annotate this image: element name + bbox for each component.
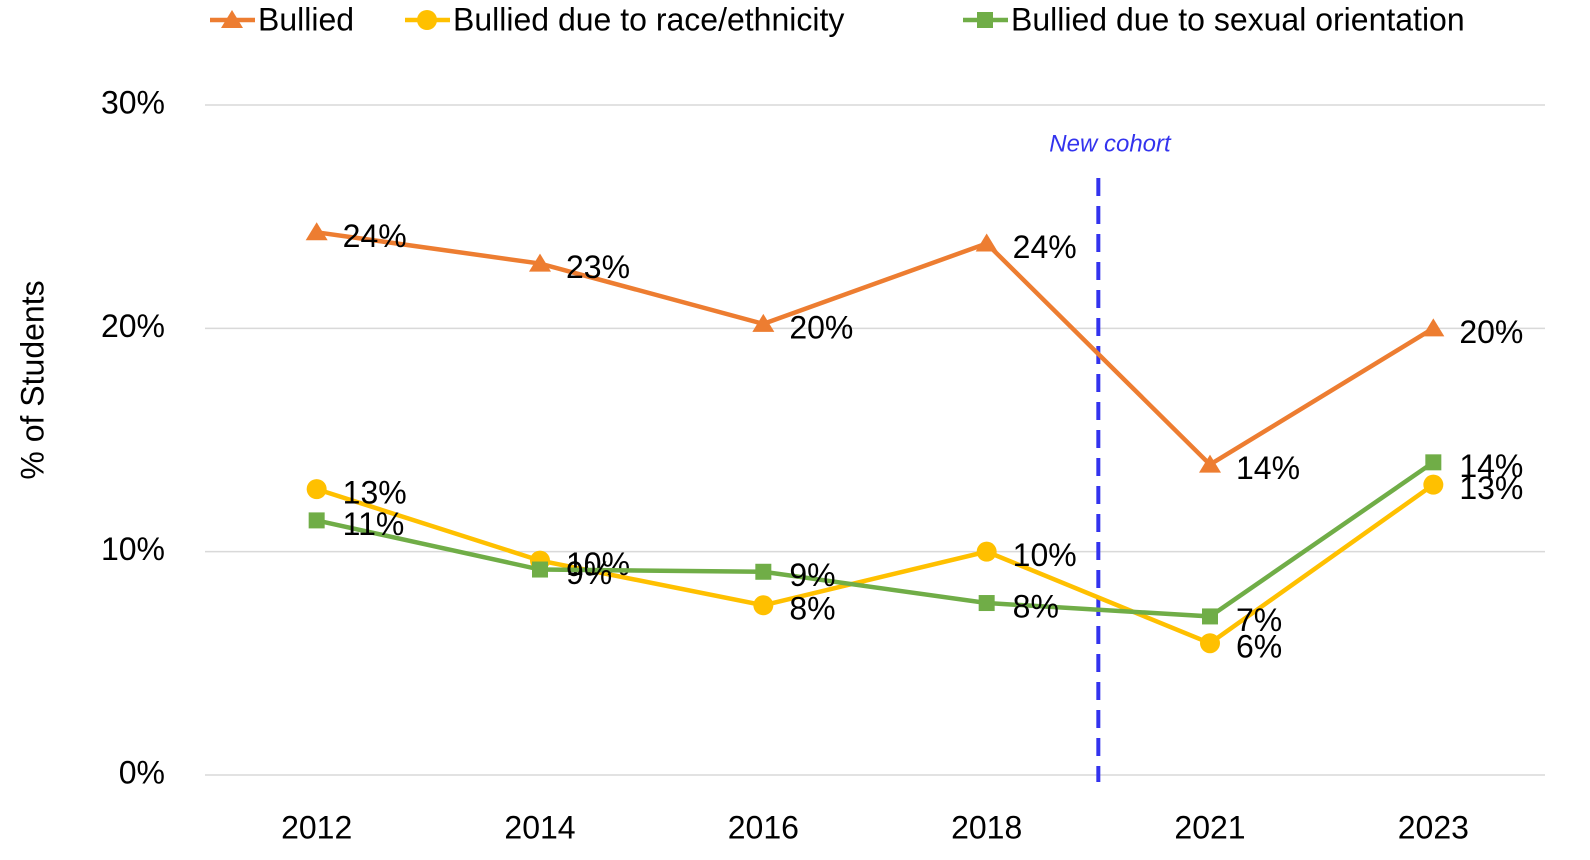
x-tick-label: 2018: [951, 809, 1022, 845]
x-tick-label: 2023: [1398, 809, 1469, 845]
data-point: [1202, 608, 1218, 625]
x-tick-label: 2021: [1174, 809, 1245, 845]
data-label: 7%: [1236, 602, 1282, 638]
x-tick-label: 2014: [504, 809, 575, 845]
data-label: 23%: [566, 249, 630, 285]
data-point: [1199, 454, 1221, 473]
data-label: 20%: [789, 309, 853, 345]
series-line: [316, 460, 1435, 619]
data-label: 6%: [1236, 629, 1282, 665]
data-label: 9%: [566, 555, 612, 591]
data-label: 10%: [1013, 537, 1077, 573]
data-point: [532, 561, 548, 578]
y-tick-label: 30%: [101, 84, 165, 120]
data-point: [753, 595, 774, 616]
data-label: 11%: [343, 506, 405, 542]
annotation: New cohort: [1049, 130, 1172, 157]
y-tick-label: 10%: [101, 531, 165, 567]
legend-label: Bullied due to sexual orientation: [1011, 1, 1465, 37]
data-label: 20%: [1459, 314, 1523, 350]
y-tick-label: 0%: [119, 754, 165, 790]
legend-label: Bullied due to race/ethnicity: [453, 1, 844, 37]
data-point: [978, 595, 995, 612]
data-label: 24%: [1013, 229, 1077, 265]
data-point: [1425, 454, 1442, 471]
y-axis-title: % of Students: [14, 280, 50, 479]
data-point: [529, 253, 551, 272]
data-point: [1200, 633, 1220, 654]
data-label: 8%: [789, 591, 835, 627]
data-label: 14%: [1236, 450, 1300, 486]
data-point: [1423, 474, 1444, 495]
legend-marker: [977, 12, 993, 28]
data-point: [976, 541, 997, 562]
data-point: [306, 479, 327, 500]
y-tick-label: 20%: [101, 308, 165, 344]
legend-marker: [417, 10, 437, 30]
data-label: 24%: [343, 218, 407, 254]
data-label: 13%: [343, 475, 407, 511]
data-point: [305, 222, 328, 241]
data-point: [1422, 318, 1445, 337]
series-line: [315, 482, 1435, 646]
data-label: 14%: [1459, 448, 1523, 484]
legend-marker: [221, 10, 243, 28]
data-label: 13%: [1459, 470, 1523, 506]
x-tick-label: 2016: [728, 809, 799, 845]
x-tick-label: 2012: [281, 809, 352, 845]
data-label: 10%: [566, 546, 630, 582]
data-label: 9%: [789, 557, 835, 593]
data-point: [975, 233, 998, 252]
legend-label: Bullied: [258, 1, 354, 37]
series-line: [316, 230, 1435, 468]
data-point: [752, 313, 775, 332]
data-label: 8%: [1013, 588, 1059, 624]
data-point: [755, 563, 772, 580]
data-point: [308, 512, 325, 529]
